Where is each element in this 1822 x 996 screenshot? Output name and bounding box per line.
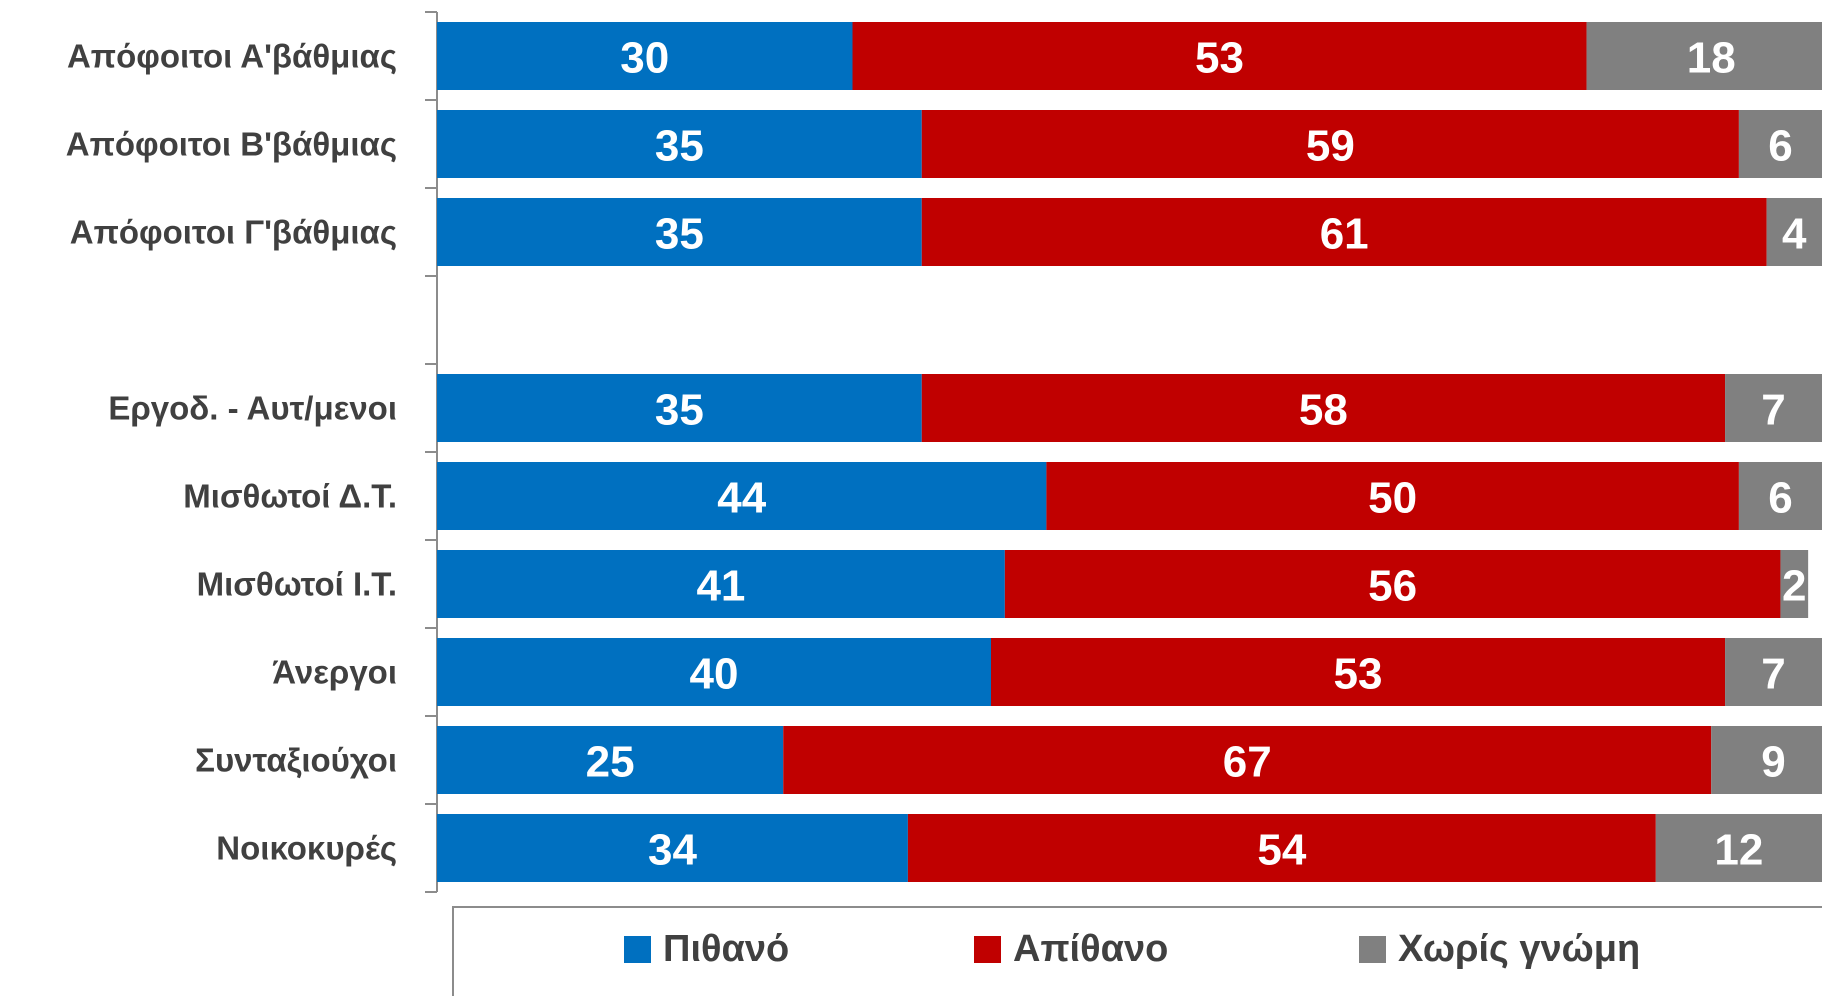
category-label: Νοικοκυρές <box>216 830 397 867</box>
bar-pithano <box>437 374 922 442</box>
data-label: 4 <box>1782 210 1807 259</box>
bar-apithano <box>783 726 1712 794</box>
legend-item-choris-gnomi: Χωρίς γνώμη <box>1359 928 1640 971</box>
bar-pithano <box>437 814 908 882</box>
bar-pithano <box>437 726 784 794</box>
data-label: 12 <box>1714 826 1763 875</box>
bar-choris-gnomi <box>1586 22 1822 90</box>
legend: Πιθανό Απίθανο Χωρίς γνώμη <box>452 906 1822 996</box>
bar-choris-gnomi <box>1738 110 1822 178</box>
data-label: 25 <box>586 738 635 787</box>
category-label: Απόφοιτοι Α'βάθμιας <box>67 38 397 75</box>
legend-label-pithano: Πιθανό <box>663 928 790 970</box>
bar-apithano <box>921 110 1739 178</box>
bar-pithano <box>437 550 1005 618</box>
bar-choris-gnomi <box>1711 726 1822 794</box>
data-label: 40 <box>690 650 739 699</box>
category-label: Εργοδ. - Αυτ/μενοι <box>108 390 397 427</box>
bar-apithano <box>921 198 1767 266</box>
data-label: 30 <box>620 34 669 83</box>
bar-apithano <box>1004 550 1781 618</box>
data-label: 18 <box>1687 34 1736 83</box>
bar-pithano <box>437 110 922 178</box>
bar-apithano <box>852 22 1587 90</box>
data-label: 58 <box>1299 386 1348 435</box>
category-label: Μισθωτοί Δ.Τ. <box>183 478 397 515</box>
bar-apithano <box>907 814 1656 882</box>
bar-pithano <box>437 462 1047 530</box>
data-label: 56 <box>1368 562 1417 611</box>
data-label: 2 <box>1782 562 1806 611</box>
bar-apithano <box>1046 462 1739 530</box>
data-label: 35 <box>655 122 704 171</box>
category-label: Απόφοιτοι Β'βάθμιας <box>66 126 397 163</box>
data-label: 6 <box>1768 474 1792 523</box>
data-label: 35 <box>655 210 704 259</box>
bar-choris-gnomi <box>1725 374 1822 442</box>
data-label: 59 <box>1306 122 1355 171</box>
data-label: 50 <box>1368 474 1417 523</box>
category-label: Συνταξιούχοι <box>195 742 397 779</box>
bar-choris-gnomi <box>1738 462 1822 530</box>
data-label: 35 <box>655 386 704 435</box>
data-label: 67 <box>1223 738 1272 787</box>
data-label: 44 <box>717 474 766 523</box>
data-label: 53 <box>1195 34 1244 83</box>
legend-swatch-pithano <box>624 936 651 963</box>
category-label: Μισθωτοί Ι.Τ. <box>197 566 397 603</box>
data-label: 41 <box>696 562 745 611</box>
data-label: 6 <box>1768 122 1792 171</box>
legend-item-apithano: Απίθανο <box>974 928 1168 971</box>
legend-item-pithano: Πιθανό <box>624 928 789 971</box>
data-label: 7 <box>1761 386 1785 435</box>
bar-choris-gnomi <box>1766 198 1822 266</box>
bar-apithano <box>921 374 1726 442</box>
data-label: 61 <box>1320 210 1369 259</box>
data-label: 7 <box>1761 650 1785 699</box>
category-label: Άνεργοι <box>272 654 397 691</box>
category-label: Απόφοιτοι Γ'βάθμιας <box>70 214 397 251</box>
legend-swatch-choris-gnomi <box>1359 936 1386 963</box>
legend-label-apithano: Απίθανο <box>1013 928 1169 970</box>
bar-choris-gnomi <box>1780 550 1809 618</box>
data-label: 53 <box>1334 650 1383 699</box>
data-label: 34 <box>648 826 697 875</box>
data-label: 9 <box>1761 738 1785 787</box>
data-label: 54 <box>1257 826 1306 875</box>
bar-choris-gnomi <box>1655 814 1822 882</box>
bar-choris-gnomi <box>1725 638 1822 706</box>
bar-apithano <box>991 638 1726 706</box>
bar-pithano <box>437 638 991 706</box>
legend-swatch-apithano <box>974 936 1001 963</box>
bar-pithano <box>437 198 922 266</box>
legend-label-choris-gnomi: Χωρίς γνώμη <box>1398 928 1641 970</box>
bar-pithano <box>437 22 853 90</box>
